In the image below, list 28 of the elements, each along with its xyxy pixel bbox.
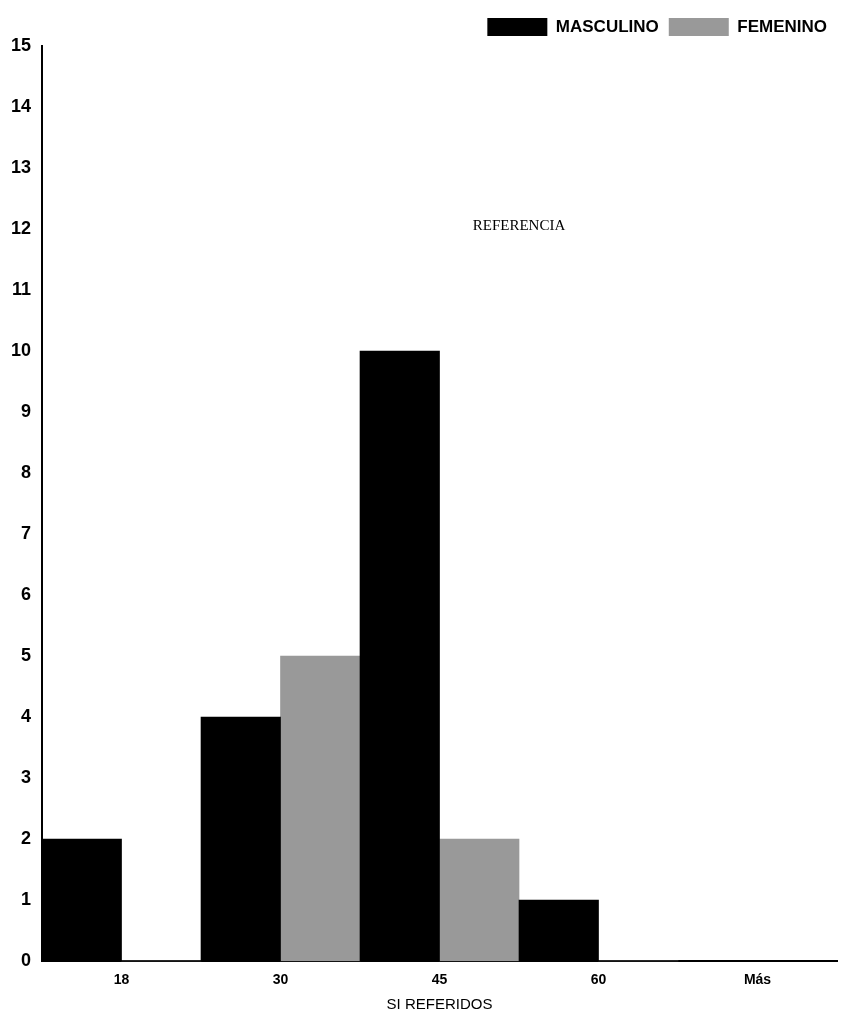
x-axis-title: SI REFERIDOS: [386, 995, 493, 1013]
x-tick-label: 45: [431, 971, 448, 988]
legend-label: MASCULINO: [555, 16, 659, 36]
y-tick-label: 6: [21, 584, 32, 605]
bar: [359, 350, 440, 962]
y-tick-label: 12: [10, 218, 32, 239]
legend-label: FEMENINO: [737, 16, 828, 36]
y-tick-label: 13: [10, 157, 32, 177]
x-tick-label: Más: [743, 971, 772, 988]
x-tick-label: 18: [113, 971, 130, 988]
bar: [439, 838, 520, 962]
y-tick-label: 7: [21, 523, 32, 544]
y-tick-label: 8: [21, 462, 32, 483]
x-tick-label: 30: [272, 971, 289, 988]
y-tick-label: 0: [21, 950, 32, 971]
y-tick-label: 5: [21, 645, 32, 666]
annotation: REFERENCIA: [472, 216, 566, 233]
bar: [280, 655, 361, 962]
y-tick-label: 3: [21, 767, 32, 788]
y-tick-label: 11: [11, 279, 32, 300]
y-tick-label: 2: [21, 828, 32, 849]
y-tick-label: 14: [10, 95, 32, 116]
y-tick-label: 9: [21, 401, 32, 422]
x-tick-label: 60: [590, 971, 607, 988]
y-tick-label: 1: [21, 889, 32, 910]
y-tick-label: 4: [21, 706, 32, 727]
y-tick-label: 10: [10, 340, 32, 361]
y-tick-label: 15: [10, 34, 32, 55]
